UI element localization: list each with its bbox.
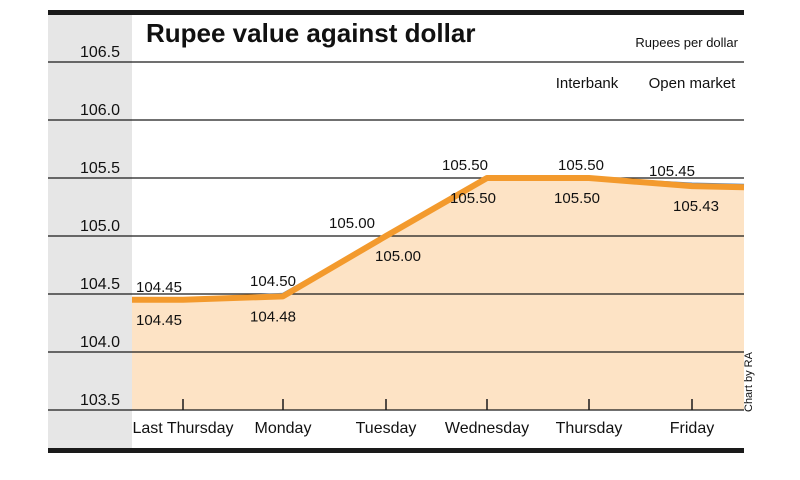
top-border xyxy=(48,10,744,15)
x-tick-label: Thursday xyxy=(556,420,623,437)
series-line-open-market xyxy=(132,175,745,303)
data-label-interbank: 105.45 xyxy=(649,163,695,180)
data-label-open-market: 104.48 xyxy=(250,308,296,325)
data-label-open-market: 105.00 xyxy=(375,248,421,265)
y-tick-label: 106.0 xyxy=(80,102,120,119)
chart-title: Rupee value against dollar xyxy=(146,18,475,48)
y-tick-label: 105.5 xyxy=(80,160,120,177)
x-tick-label: Friday xyxy=(670,420,714,437)
chart-credit: Chart by RA xyxy=(743,351,755,412)
y-axis-unit-label: Rupees per dollar xyxy=(635,35,738,50)
legend-open-market: Open market xyxy=(649,75,737,92)
y-tick-label: 105.0 xyxy=(80,218,120,235)
data-label-interbank: 104.50 xyxy=(250,273,296,290)
data-label-open-market: 105.43 xyxy=(673,198,719,215)
data-label-interbank: 105.50 xyxy=(442,157,488,174)
x-tick-label: Monday xyxy=(255,420,312,437)
y-tick-label: 104.5 xyxy=(80,276,120,293)
x-tick-label: Tuesday xyxy=(356,420,417,437)
y-tick-label: 104.0 xyxy=(80,334,120,351)
data-label-interbank: 105.50 xyxy=(558,157,604,174)
y-tick-label: 103.5 xyxy=(80,392,120,409)
data-label-interbank: 105.00 xyxy=(329,215,375,232)
data-label-open-market: 105.50 xyxy=(450,190,496,207)
data-label-interbank: 104.45 xyxy=(136,279,182,296)
x-tick-label: Last Thursday xyxy=(132,420,233,437)
y-axis-band xyxy=(48,14,132,448)
data-label-open-market: 104.45 xyxy=(136,312,182,329)
y-tick-label: 106.5 xyxy=(80,44,120,61)
legend-interbank: Interbank xyxy=(556,75,619,92)
x-tick-label: Wednesday xyxy=(445,420,529,437)
bottom-border xyxy=(48,448,744,453)
data-label-open-market: 105.50 xyxy=(554,190,600,207)
